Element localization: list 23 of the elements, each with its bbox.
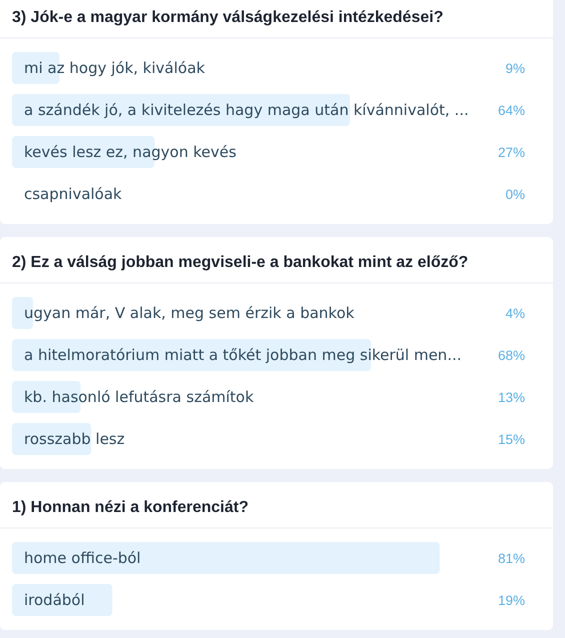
y-tick-label: rosszabb lesz <box>24 430 125 448</box>
y-tick-label: irodából <box>24 591 85 609</box>
data-label: 19% <box>498 593 525 608</box>
data-label: 81% <box>498 551 525 566</box>
data-label: 9% <box>505 61 525 76</box>
data-label: 15% <box>498 432 525 447</box>
y-tick-label: a hitelmoratórium miatt a tőkét jobban meg sikerül men... <box>24 346 462 364</box>
y-tick-label: home office-ból <box>24 549 141 567</box>
data-label: 0% <box>505 187 525 202</box>
chart-title: 2) Ez a válság jobban megviseli-e a bankokat mint az előző? <box>12 254 468 271</box>
y-tick-label: kb. hasonló lefutásra számítok <box>24 388 254 406</box>
y-tick-label: a szándék jó, a kivitelezés hagy maga után kívánnivalót, ... <box>24 101 469 119</box>
y-tick-label: ugyan már, V alak, meg sem érzik a bankok <box>24 304 355 322</box>
y-tick-label: mi az hogy jók, kiválóak <box>24 59 206 77</box>
data-label: 68% <box>498 348 525 363</box>
chart-title: 1) Honnan nézi a konferenciát? <box>12 499 248 516</box>
y-tick-label: csapnivalóak <box>24 185 122 203</box>
data-label: 27% <box>498 145 525 160</box>
chart-title: 3) Jók-e a magyar kormány válságkezelési intézkedései? <box>12 9 444 26</box>
data-label: 4% <box>505 306 525 321</box>
y-tick-label: kevés lesz ez, nagyon kevés <box>24 143 237 161</box>
data-label: 64% <box>498 103 525 118</box>
data-label: 13% <box>498 390 525 405</box>
